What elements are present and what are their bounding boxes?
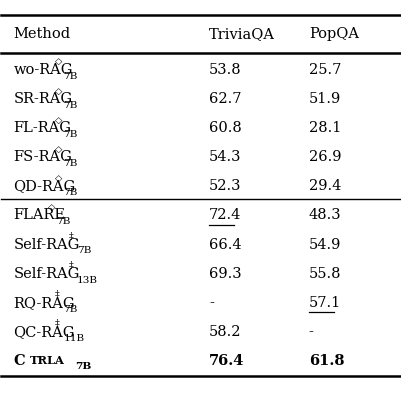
Text: 54.3: 54.3 [209, 150, 241, 164]
Text: 53.8: 53.8 [209, 63, 241, 77]
Text: ◇: ◇ [55, 174, 62, 183]
Text: SR-RAG: SR-RAG [13, 92, 72, 106]
Text: 7B: 7B [63, 72, 77, 81]
Text: ◇: ◇ [55, 116, 62, 124]
Text: -: - [209, 296, 213, 310]
Text: 7B: 7B [75, 362, 91, 371]
Text: QD-RAG: QD-RAG [13, 179, 75, 193]
Text: QC-RAG: QC-RAG [13, 325, 75, 339]
Text: Method: Method [13, 27, 70, 41]
Text: ‡: ‡ [55, 290, 59, 299]
Text: 51.9: 51.9 [308, 92, 340, 106]
Text: ‡: ‡ [68, 232, 73, 241]
Text: 62.7: 62.7 [209, 92, 241, 106]
Text: FS-RAG: FS-RAG [13, 150, 72, 164]
Text: 76.4: 76.4 [209, 354, 244, 368]
Text: ‡: ‡ [55, 319, 59, 328]
Text: 29.4: 29.4 [308, 179, 340, 193]
Text: RQ-RAG: RQ-RAG [13, 296, 75, 310]
Text: 48.3: 48.3 [308, 208, 340, 223]
Text: TriviaQA: TriviaQA [209, 27, 274, 41]
Text: 7B: 7B [63, 305, 77, 314]
Text: 7B: 7B [57, 217, 71, 227]
Text: 54.9: 54.9 [308, 238, 340, 251]
Text: Self-RAG: Self-RAG [13, 267, 79, 281]
Text: ◇: ◇ [55, 86, 62, 95]
Text: 11B: 11B [63, 334, 84, 343]
Text: wo-RAG: wo-RAG [13, 63, 73, 77]
Text: 60.8: 60.8 [209, 121, 241, 135]
Text: Self-RAG: Self-RAG [13, 238, 79, 251]
Text: FLARE: FLARE [13, 208, 65, 223]
Text: 57.1: 57.1 [308, 296, 340, 310]
Text: 7B: 7B [63, 159, 77, 168]
Text: 66.4: 66.4 [209, 238, 241, 251]
Text: 26.9: 26.9 [308, 150, 340, 164]
Text: FL-RAG: FL-RAG [13, 121, 71, 135]
Text: 69.3: 69.3 [209, 267, 241, 281]
Text: ◇: ◇ [55, 145, 62, 154]
Text: 72.4: 72.4 [209, 208, 241, 223]
Text: C: C [13, 354, 25, 368]
Text: PopQA: PopQA [308, 27, 358, 41]
Text: ◇: ◇ [55, 57, 62, 66]
Text: 7B: 7B [63, 101, 77, 110]
Text: 7B: 7B [77, 246, 91, 255]
Text: 28.1: 28.1 [308, 121, 340, 135]
Text: 25.7: 25.7 [308, 63, 340, 77]
Text: 55.8: 55.8 [308, 267, 340, 281]
Text: 52.3: 52.3 [209, 179, 241, 193]
Text: 58.2: 58.2 [209, 325, 241, 339]
Text: 7B: 7B [63, 188, 77, 197]
Text: TRLA: TRLA [30, 356, 65, 366]
Text: 13B: 13B [77, 276, 98, 285]
Text: 61.8: 61.8 [308, 354, 343, 368]
Text: 7B: 7B [63, 130, 77, 139]
Text: ◇: ◇ [48, 203, 55, 212]
Text: -: - [308, 325, 313, 339]
Text: ‡: ‡ [68, 261, 73, 270]
